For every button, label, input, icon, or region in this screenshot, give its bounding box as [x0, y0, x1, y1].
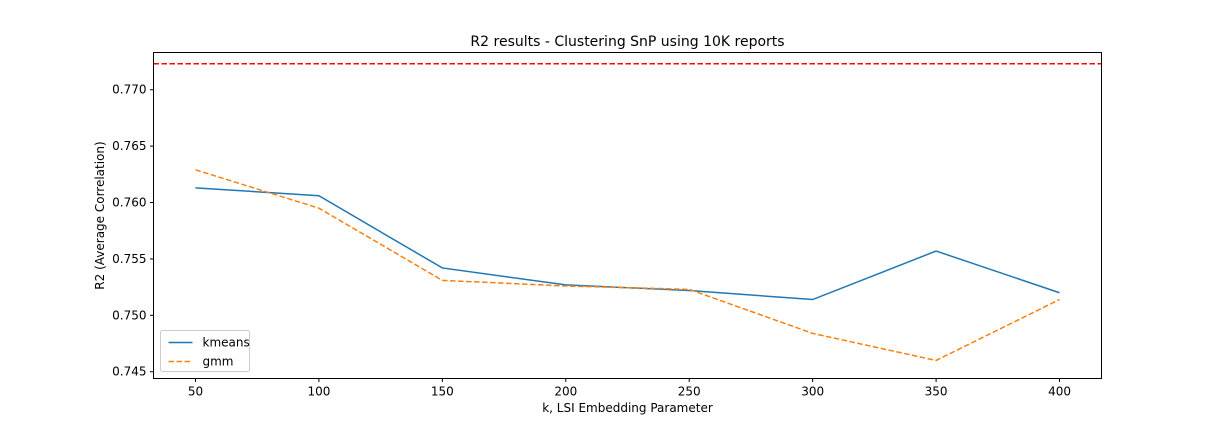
- y-tick-label: 0.770: [112, 83, 146, 97]
- x-tick-label: 250: [678, 385, 701, 399]
- x-tick-label: 150: [431, 385, 454, 399]
- x-axis: 50 100 150 200 250 300 350 400: [188, 378, 1071, 399]
- y-tick-label: 0.765: [112, 139, 146, 153]
- y-tick-label: 0.745: [112, 365, 146, 379]
- series-line-gmm: [195, 169, 1060, 362]
- chart-title: R2 results - Clustering SnP using 10K re…: [470, 34, 784, 50]
- y-axis: 0.745 0.750 0.755 0.760 0.765 0.770: [112, 83, 154, 379]
- y-tick-label: 0.760: [112, 196, 146, 210]
- legend-box: [160, 330, 250, 372]
- plot-area: [153, 63, 1102, 362]
- legend-label-gmm: gmm: [203, 355, 234, 369]
- y-tick-label: 0.750: [112, 308, 146, 322]
- x-axis-label: k, LSI Embedding Parameter: [542, 401, 713, 415]
- x-tick-label: 400: [1048, 385, 1071, 399]
- y-tick-label: 0.755: [112, 252, 146, 266]
- x-tick-label: 300: [801, 385, 824, 399]
- x-tick-label: 100: [307, 385, 330, 399]
- x-tick-label: 50: [188, 385, 203, 399]
- legend: kmeans gmm: [160, 330, 250, 372]
- x-tick-label: 200: [554, 385, 577, 399]
- legend-label-kmeans: kmeans: [203, 336, 250, 350]
- series-line-kmeans: [195, 187, 1060, 301]
- x-tick-label: 350: [925, 385, 948, 399]
- plot-frame: [153, 52, 1102, 379]
- y-axis-label: R2 (Average Correlation): [93, 141, 107, 289]
